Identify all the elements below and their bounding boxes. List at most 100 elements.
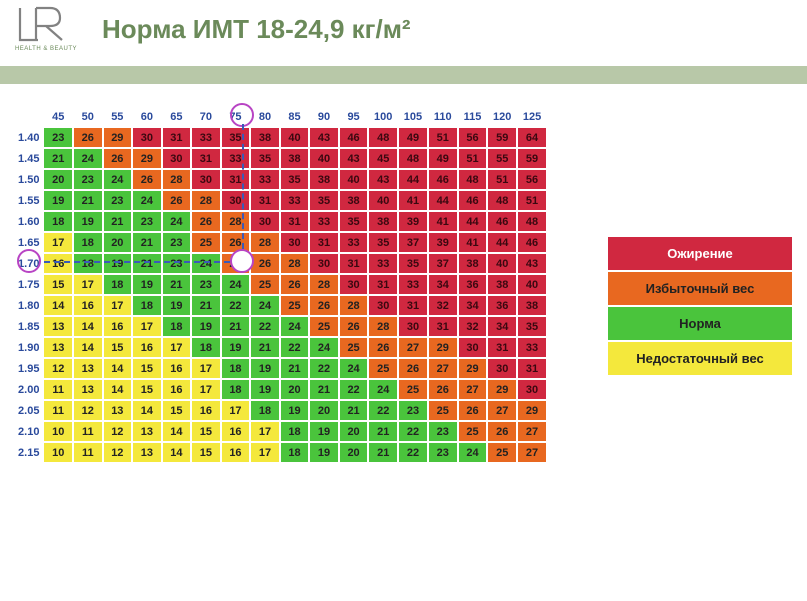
weight-header: 90 [309,106,339,127]
bmi-cell: 41 [428,211,458,232]
bmi-cell: 21 [368,442,398,463]
weight-header: 45 [43,106,73,127]
bmi-cell: 40 [280,127,310,148]
bmi-cell: 36 [487,295,517,316]
bmi-cell: 19 [221,337,251,358]
bmi-cell: 44 [398,169,428,190]
bmi-cell: 49 [398,127,428,148]
bmi-cell: 16 [43,253,73,274]
bmi-cell: 33 [191,127,221,148]
bmi-cell: 37 [428,253,458,274]
bmi-cell: 21 [250,337,280,358]
bmi-cell: 59 [517,148,547,169]
bmi-cell: 21 [162,274,192,295]
bmi-cell: 24 [191,253,221,274]
bmi-cell: 19 [132,274,162,295]
guide-line-vertical [242,124,244,249]
legend-item: Норма [607,306,793,341]
bmi-cell: 24 [73,148,103,169]
corner-cell [14,106,43,127]
weight-header: 120 [487,106,517,127]
bmi-cell: 12 [43,358,73,379]
height-header: 1.65 [14,232,43,253]
bmi-cell: 30 [191,169,221,190]
bmi-cell: 38 [517,295,547,316]
bmi-cell: 13 [132,442,162,463]
bmi-cell: 30 [398,316,428,337]
bmi-cell: 21 [309,379,339,400]
bmi-table: 4550556065707580859095100105110115120125… [14,106,547,463]
bmi-cell: 38 [250,127,280,148]
bmi-cell: 32 [428,295,458,316]
table-row: 1.651718202123252628303133353739414446 [14,232,547,253]
bmi-cell: 35 [368,232,398,253]
bmi-cell: 31 [339,253,369,274]
bmi-cell: 34 [487,316,517,337]
bmi-cell: 25 [221,253,251,274]
bmi-cell: 30 [250,211,280,232]
height-header: 1.45 [14,148,43,169]
logo: HEALTH & BEAUTY [10,6,82,52]
bmi-cell: 46 [458,190,488,211]
bmi-cell: 41 [458,232,488,253]
height-header: 1.55 [14,190,43,211]
bmi-cell: 23 [43,127,73,148]
bmi-cell: 10 [43,442,73,463]
bmi-cell: 22 [368,400,398,421]
bmi-cell: 33 [368,253,398,274]
bmi-cell: 35 [398,253,428,274]
bmi-cell: 14 [103,358,133,379]
bmi-cell: 17 [132,316,162,337]
bmi-cell: 20 [339,421,369,442]
bmi-cell: 24 [250,295,280,316]
weight-header: 70 [191,106,221,127]
bmi-cell: 31 [368,274,398,295]
bmi-cell: 21 [191,295,221,316]
bmi-cell: 15 [132,379,162,400]
bmi-cell: 11 [43,379,73,400]
bmi-cell: 37 [398,232,428,253]
bmi-cell: 34 [428,274,458,295]
bmi-cell: 35 [250,148,280,169]
table-row: 1.801416171819212224252628303132343638 [14,295,547,316]
bmi-cell: 15 [191,442,221,463]
divider-bar [0,66,807,84]
bmi-cell: 25 [309,316,339,337]
bmi-cell: 21 [132,253,162,274]
bmi-cell: 22 [309,358,339,379]
bmi-cell: 31 [487,337,517,358]
bmi-cell: 27 [398,337,428,358]
bmi-cell: 18 [103,274,133,295]
bmi-cell: 30 [309,253,339,274]
bmi-cell: 22 [221,295,251,316]
height-header: 2.10 [14,421,43,442]
bmi-cell: 16 [73,295,103,316]
bmi-cell: 18 [250,400,280,421]
bmi-cell: 17 [103,295,133,316]
bmi-cell: 20 [103,232,133,253]
bmi-cell: 43 [517,253,547,274]
bmi-cell: 38 [368,211,398,232]
height-header: 1.60 [14,211,43,232]
bmi-cell: 40 [309,148,339,169]
bmi-cell: 21 [73,190,103,211]
bmi-cell: 31 [428,316,458,337]
bmi-cell: 49 [428,148,458,169]
bmi-cell: 59 [487,127,517,148]
bmi-cell: 16 [162,358,192,379]
bmi-cell: 40 [487,253,517,274]
bmi-cell: 16 [103,316,133,337]
bmi-cell: 14 [162,421,192,442]
bmi-cell: 18 [73,253,103,274]
bmi-cell: 31 [398,295,428,316]
bmi-cell: 18 [280,421,310,442]
bmi-cell: 30 [517,379,547,400]
bmi-cell: 28 [368,316,398,337]
bmi-cell: 30 [162,148,192,169]
bmi-cell: 51 [428,127,458,148]
bmi-cell: 13 [73,358,103,379]
bmi-cell: 23 [103,190,133,211]
bmi-cell: 25 [458,421,488,442]
bmi-cell: 30 [368,295,398,316]
bmi-cell: 19 [103,253,133,274]
